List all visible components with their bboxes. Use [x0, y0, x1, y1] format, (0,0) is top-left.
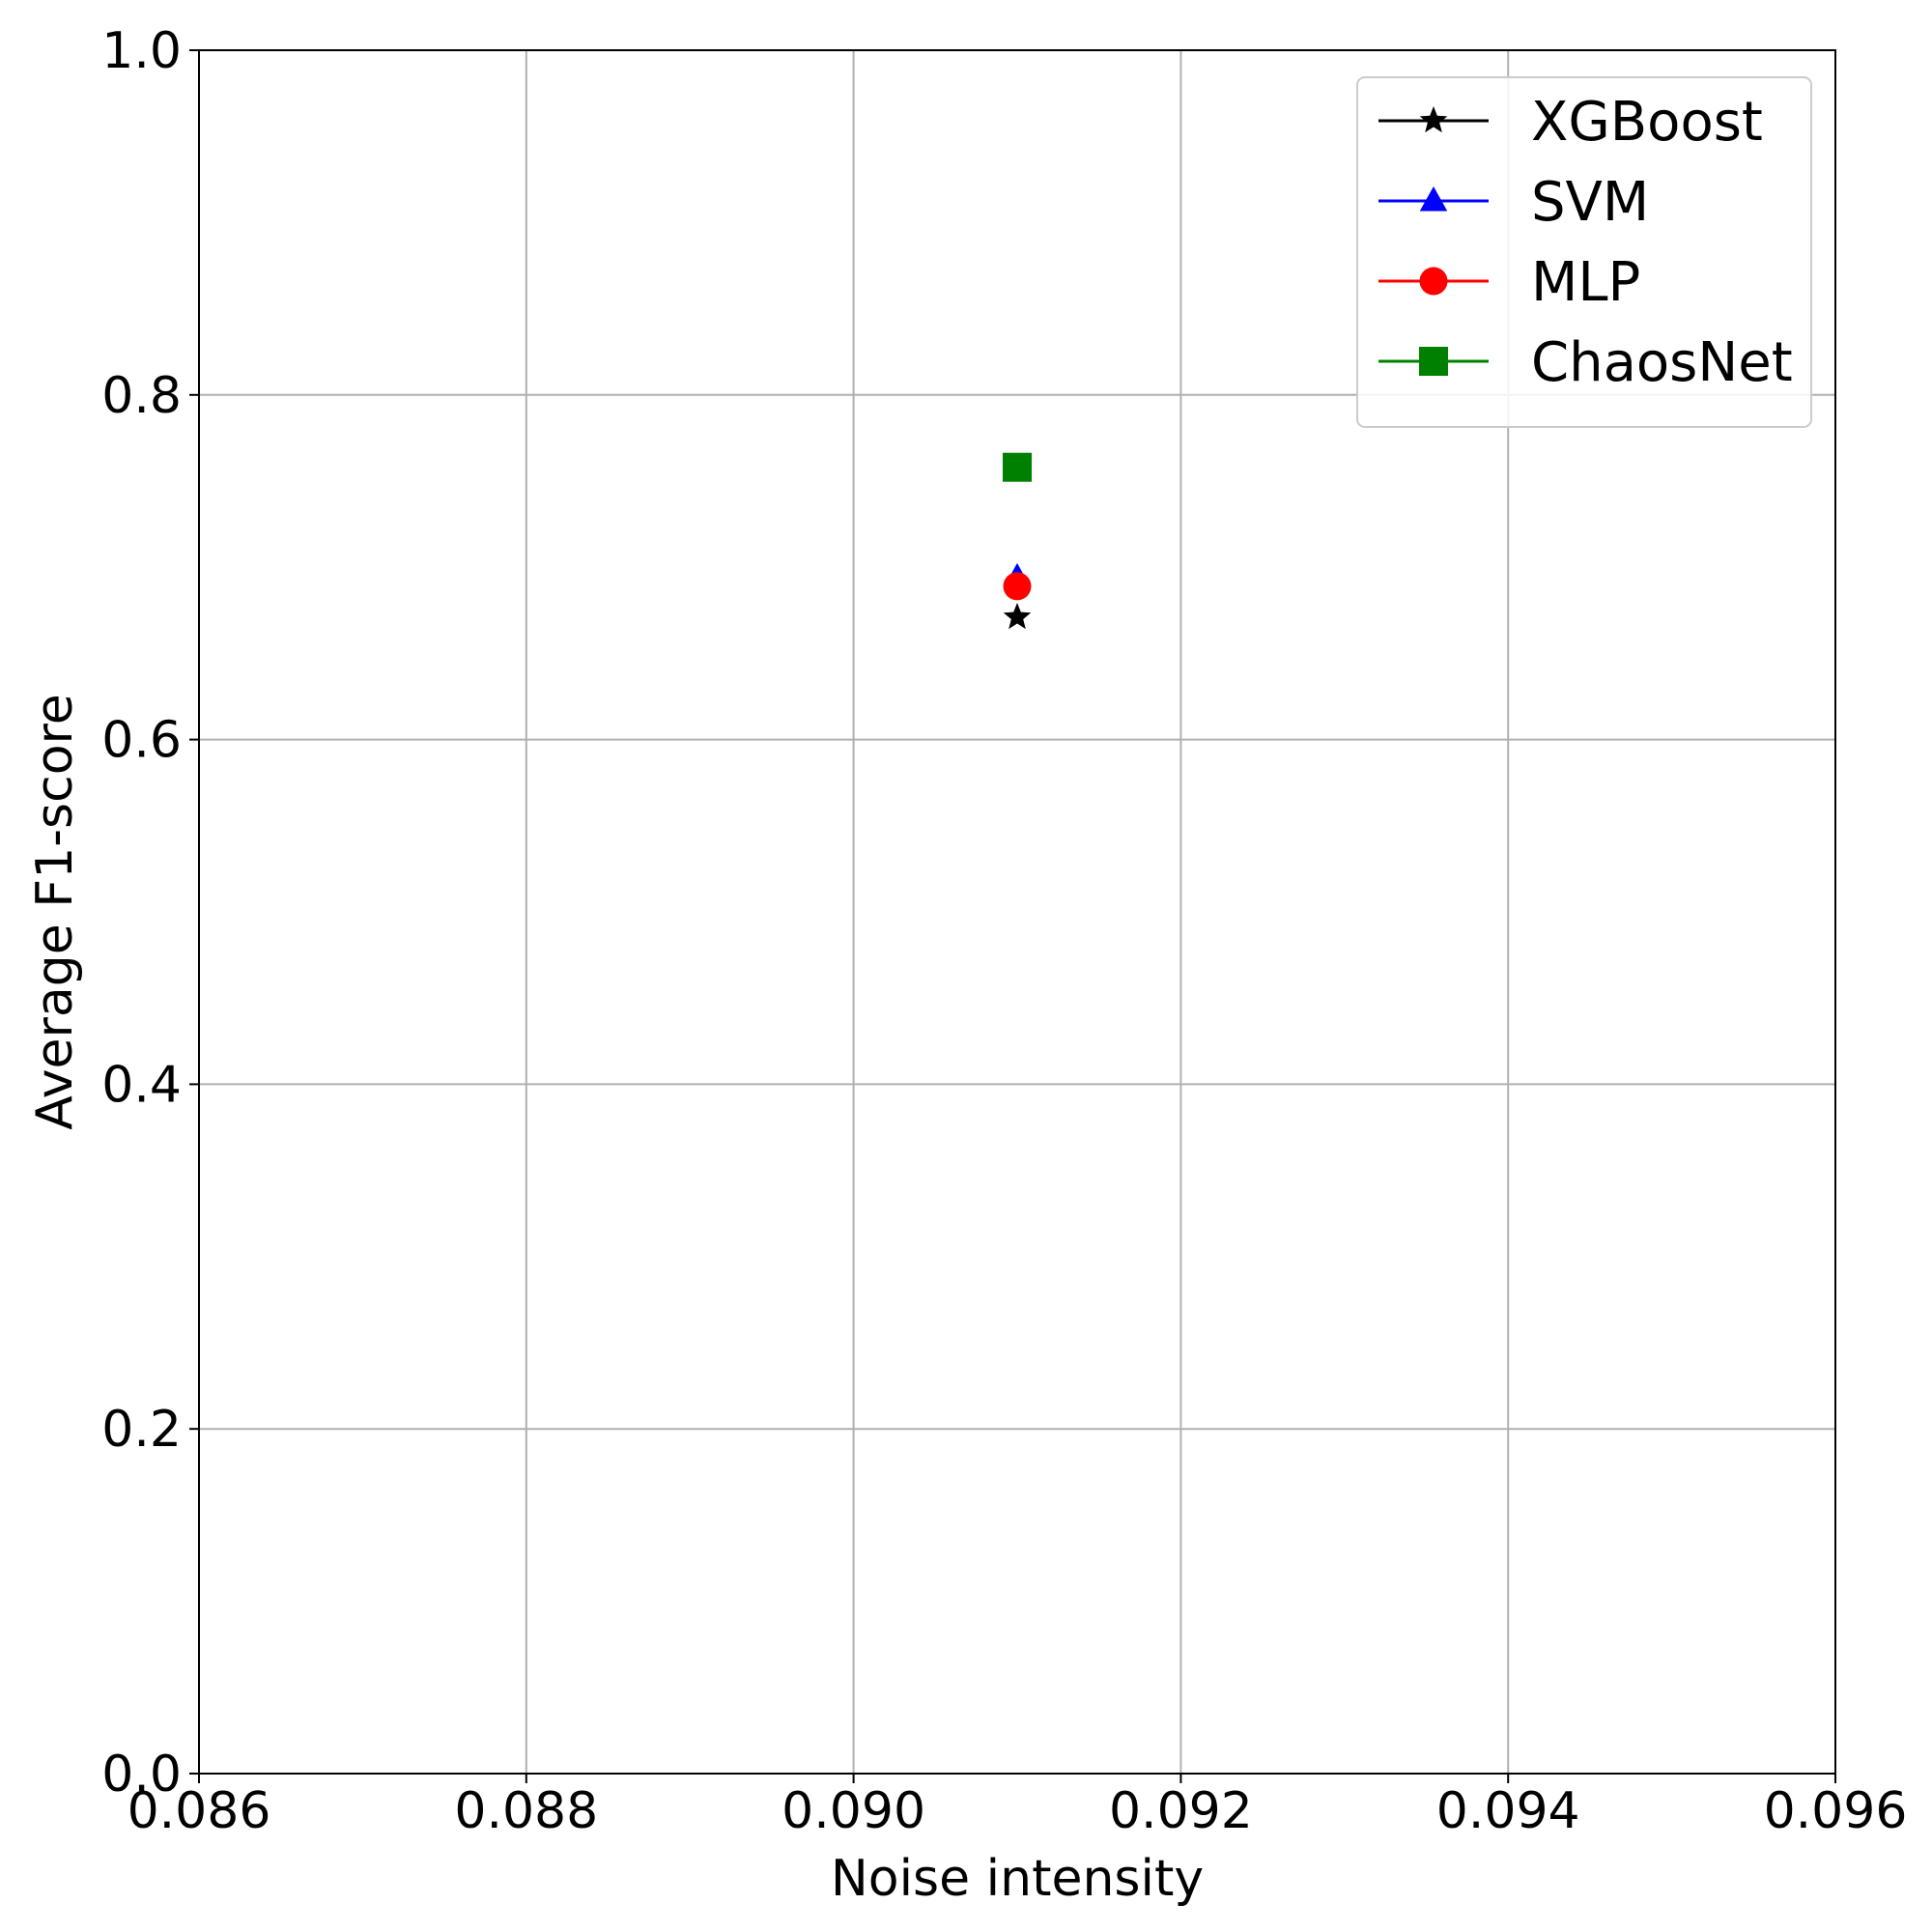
legend-marker-svm	[1419, 186, 1448, 212]
plot-frame	[198, 49, 1836, 1775]
legend-marker-xgboost	[1419, 106, 1448, 133]
legend: XGBoost SVM MLP ChaosNet	[1356, 76, 1812, 428]
legend-label-mlp: MLP	[1531, 251, 1640, 314]
axis-ticks: 0.086 0.088 0.090 0.092 0.094 0.096 0.0 0.2 0.4 0…	[101, 22, 1907, 1840]
y-tick-label: 0.2	[101, 1401, 182, 1459]
y-tick-label: 0.0	[101, 1746, 182, 1804]
y-axis-label: Average F1-score	[26, 694, 84, 1130]
x-tick-label: 0.094	[1436, 1782, 1580, 1840]
y-tick-label: 0.4	[101, 1056, 182, 1114]
legend-marker-chaosnet	[1419, 347, 1448, 376]
data-point-chaosnet	[1003, 452, 1032, 482]
legend-label-chaosnet: ChaosNet	[1531, 331, 1793, 394]
x-tick-label: 0.090	[781, 1782, 925, 1840]
y-tick-label: 0.8	[101, 367, 182, 425]
data-point-mlp	[1003, 572, 1032, 601]
x-tick-label: 0.096	[1764, 1782, 1908, 1840]
x-axis-label: Noise intensity	[831, 1850, 1204, 1908]
data-point-xgboost	[1003, 602, 1032, 630]
y-tick-label: 1.0	[101, 22, 182, 80]
x-tick-label: 0.088	[454, 1782, 598, 1840]
legend-marker-mlp	[1419, 267, 1448, 296]
legend-label-xgboost: XGBoost	[1531, 91, 1763, 154]
y-tick-label: 0.6	[101, 712, 182, 770]
x-tick-label: 0.086	[128, 1782, 271, 1840]
legend-box	[1356, 76, 1812, 428]
data-points	[1003, 452, 1032, 630]
x-tick-label: 0.092	[1109, 1782, 1253, 1840]
legend-label-svm: SVM	[1531, 171, 1649, 234]
